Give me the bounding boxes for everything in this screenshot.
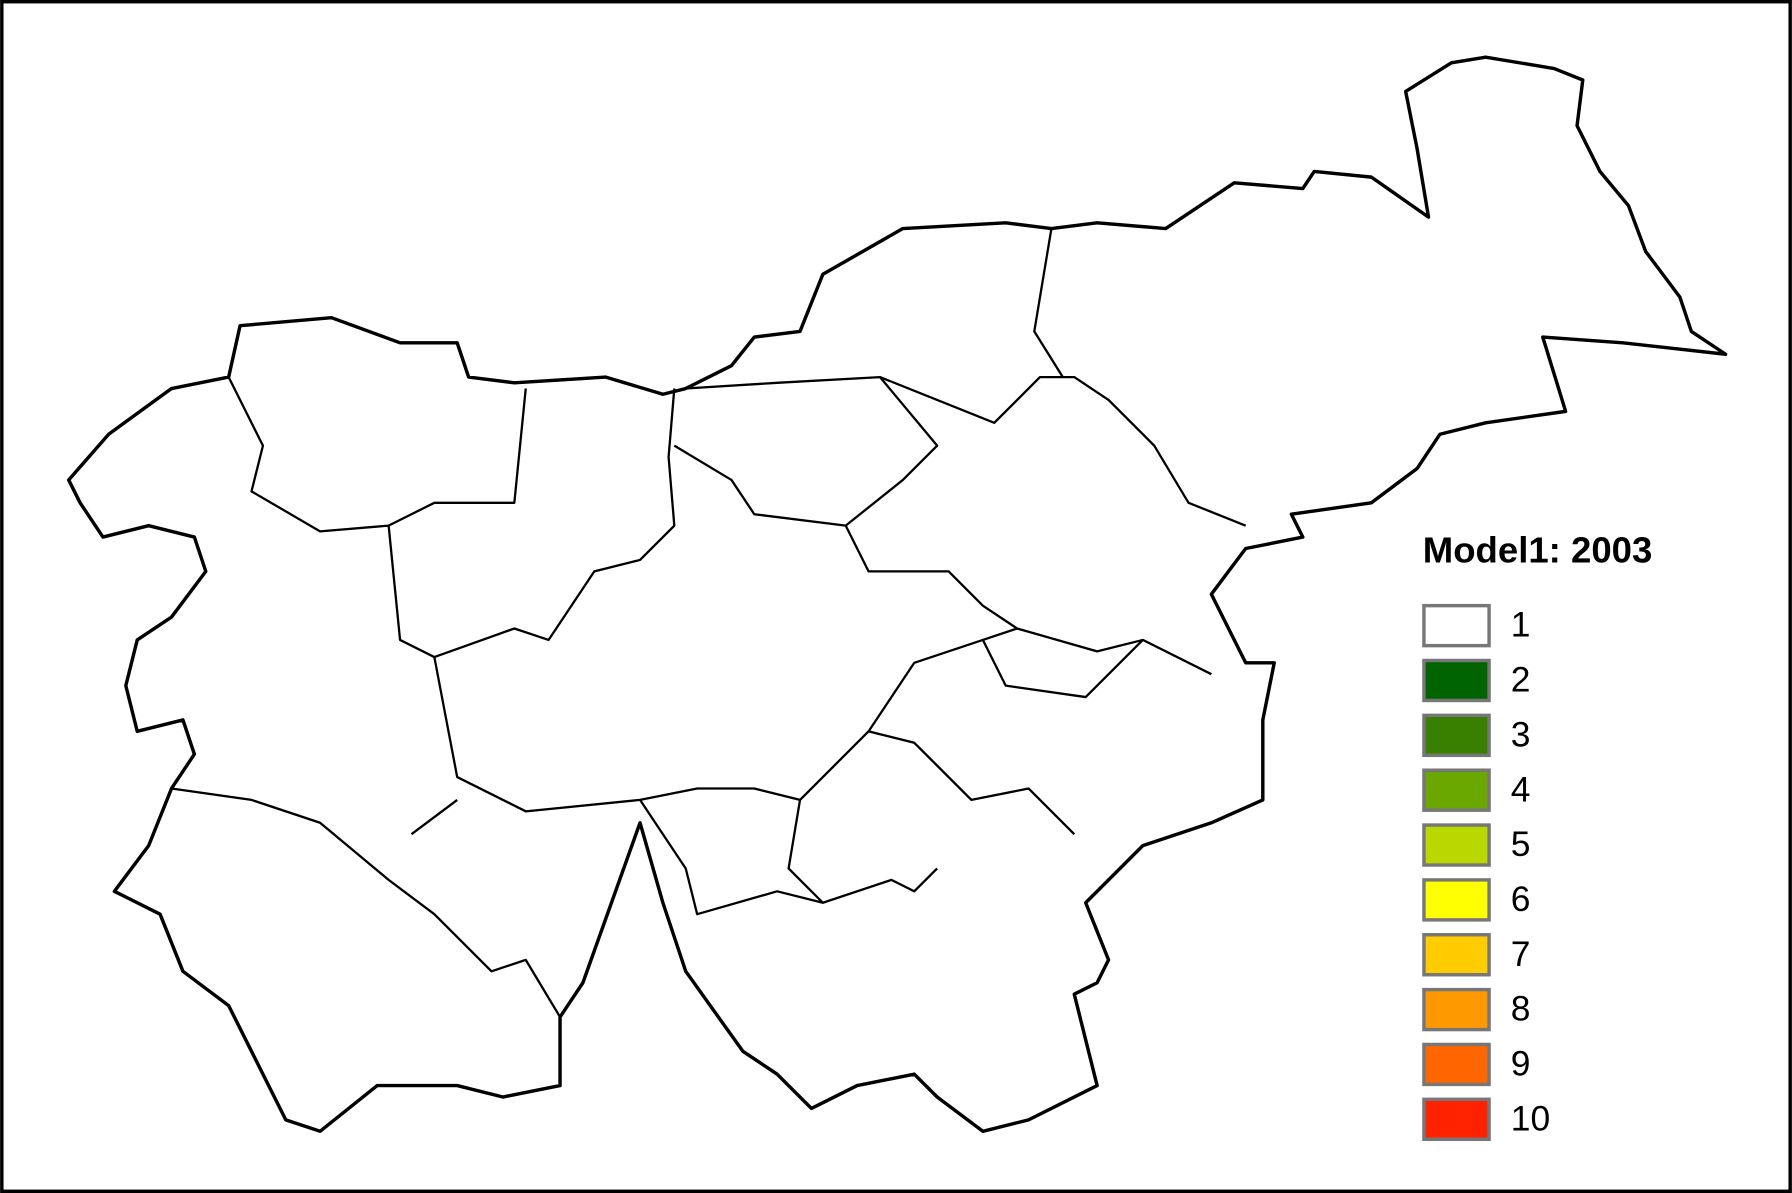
legend-title: Model1: 2003 xyxy=(1423,530,1653,571)
legend-swatch xyxy=(1422,933,1491,977)
legend-label: 8 xyxy=(1511,989,1531,1029)
legend-swatch xyxy=(1422,713,1491,758)
legend-swatch xyxy=(1422,878,1491,922)
legend-label: 2 xyxy=(1511,660,1531,700)
legend-swatch xyxy=(1422,658,1491,703)
legend-swatch xyxy=(1422,823,1491,867)
legend-label: 3 xyxy=(1511,714,1531,754)
legend: 1 2 3 4 5 6 7 8 9 10 xyxy=(1422,603,1550,1142)
legend-swatch xyxy=(1422,1097,1491,1142)
legend-label: 9 xyxy=(1511,1044,1531,1084)
legend-swatch xyxy=(1422,768,1491,812)
legend-swatch xyxy=(1422,1042,1491,1087)
legend-label: 10 xyxy=(1511,1098,1550,1138)
legend-label: 7 xyxy=(1511,934,1531,974)
legend-swatch xyxy=(1422,603,1491,648)
region-borders xyxy=(171,228,1247,1018)
legend-label: 1 xyxy=(1511,605,1531,645)
legend-label: 6 xyxy=(1511,879,1531,919)
country-outline xyxy=(66,55,1728,1134)
legend-label: 4 xyxy=(1511,769,1531,809)
legend-swatch xyxy=(1422,987,1491,1032)
legend-label: 5 xyxy=(1511,824,1531,864)
